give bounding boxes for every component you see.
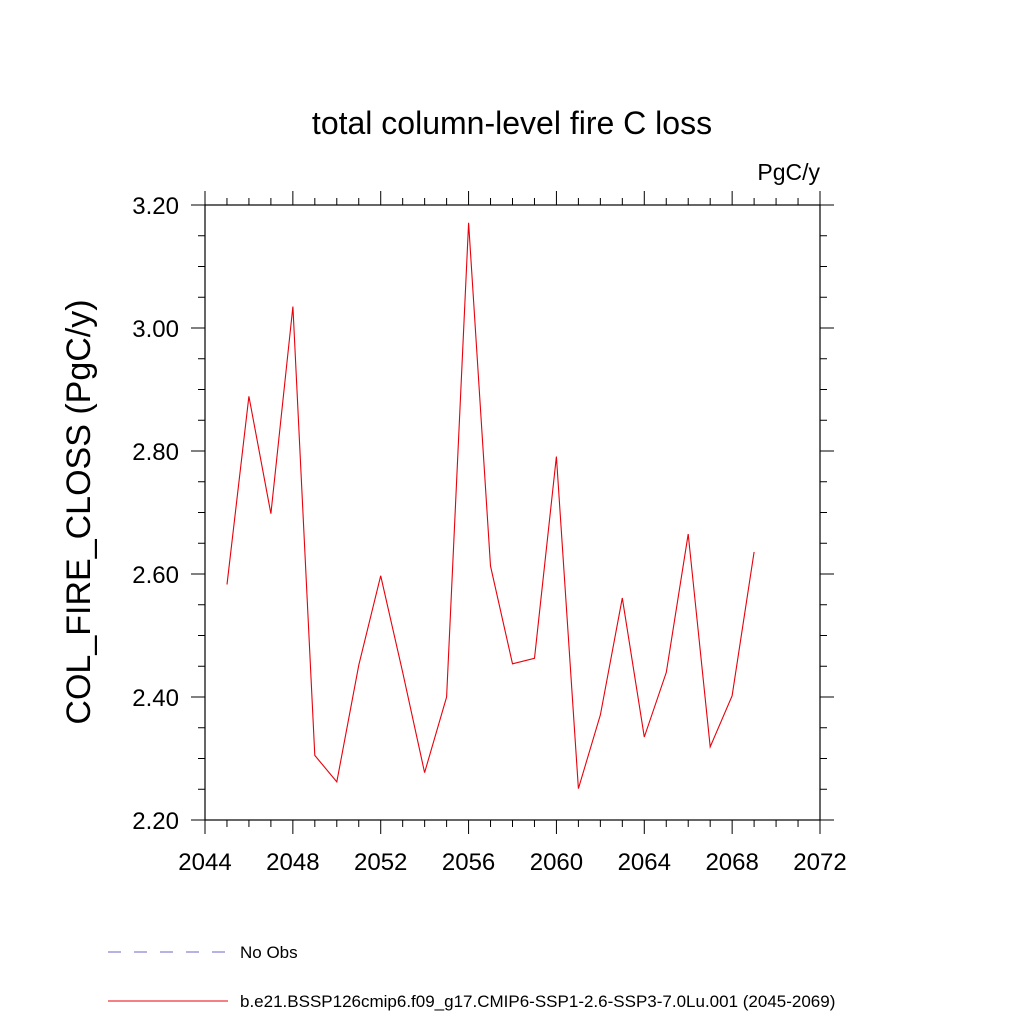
plot-series xyxy=(226,222,755,789)
legend: No Obs b.e21.BSSP126cmip6.f09_g17.CMIP6-S… xyxy=(108,943,835,1011)
y-tick-label: 2.40 xyxy=(132,685,179,712)
x-tick-label: 2068 xyxy=(705,849,758,876)
x-tick-label: 2064 xyxy=(618,849,671,876)
x-tick-label: 2052 xyxy=(354,849,407,876)
legend-label: b.e21.BSSP126cmip6.f09_g17.CMIP6-SSP1-2.… xyxy=(240,992,835,1011)
plot-axes: 2044 2048 2052 2056 2060 2064 2068 2072 2.20 2.40… xyxy=(132,191,847,876)
y-tick-label: 2.60 xyxy=(132,562,179,589)
series-line xyxy=(226,222,755,789)
x-tick-label: 2060 xyxy=(530,849,583,876)
y-tick-label: 2.20 xyxy=(132,808,179,835)
units-label: PgC/y xyxy=(757,159,820,185)
x-tick-label: 2056 xyxy=(442,849,495,876)
legend-label: No Obs xyxy=(240,943,298,962)
y-tick-label: 3.20 xyxy=(132,193,179,220)
x-tick-label: 2044 xyxy=(178,849,231,876)
y-axis-label: COL_FIRE_CLOSS (PgC/y) xyxy=(60,299,98,724)
plot-frame xyxy=(204,204,821,821)
chart-title: total column-level fire C loss xyxy=(312,105,712,141)
y-tick-label: 2.80 xyxy=(132,439,179,466)
x-tick-label: 2072 xyxy=(793,849,846,876)
x-tick-label: 2048 xyxy=(266,849,319,876)
y-tick-label: 3.00 xyxy=(132,316,179,343)
